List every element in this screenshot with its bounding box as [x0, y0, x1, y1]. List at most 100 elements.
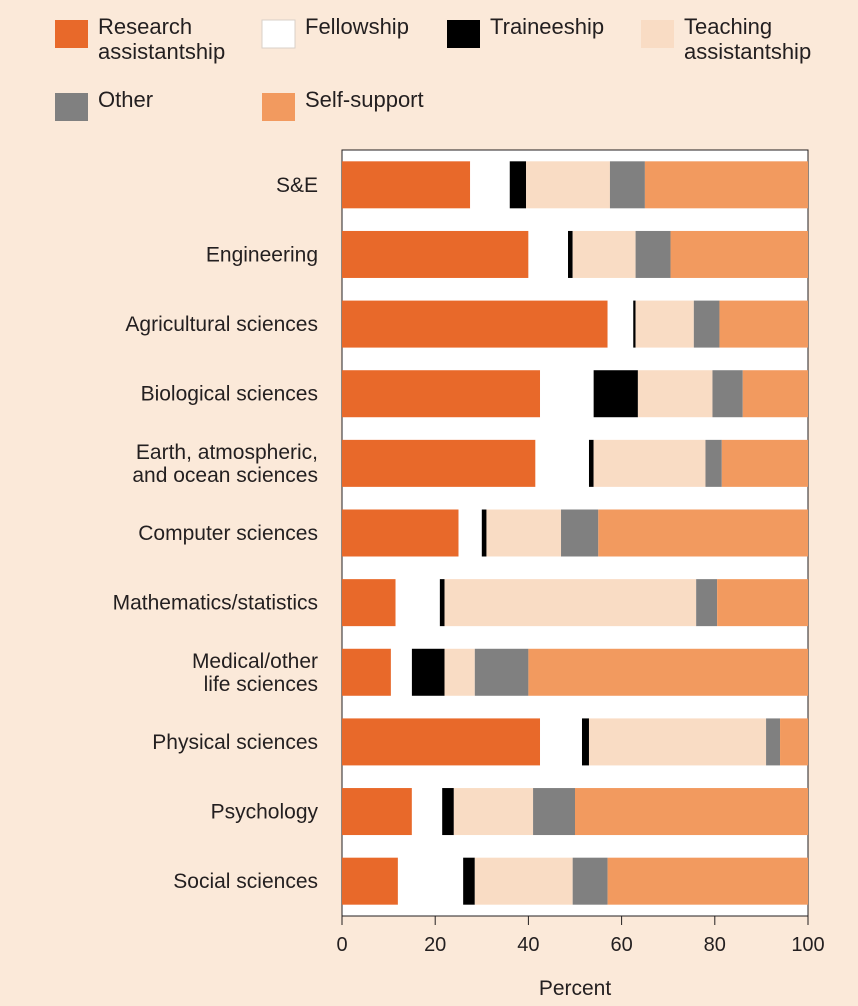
- bar-group-psychology: [342, 788, 808, 836]
- bar-research-assistantship-earth-atmospheric-and-ocean-sciences: [342, 439, 536, 487]
- bar-group-mathematics-statistics: [342, 579, 808, 627]
- bar-fellowship-s-e: [470, 161, 510, 209]
- x-tick-label-20: 20: [424, 934, 446, 956]
- bar-self-support-s-e: [644, 161, 808, 209]
- bar-fellowship-psychology: [411, 788, 443, 836]
- legend-label-teaching-assistantship: Teaching assistantship: [684, 14, 811, 64]
- bar-self-support-mathematics-statistics: [717, 579, 808, 627]
- bar-group-biological-sciences: [342, 370, 808, 418]
- bar-group-medical-other-life-sciences: [342, 648, 808, 696]
- bar-research-assistantship-biological-sciences: [342, 370, 541, 418]
- bar-research-assistantship-mathematics-statistics: [342, 579, 396, 627]
- bar-other-computer-sciences: [561, 509, 599, 557]
- bar-group-agricultural-sciences: [342, 300, 808, 348]
- legend-swatch-other: [55, 93, 88, 121]
- bar-self-support-psychology: [575, 788, 808, 836]
- bar-other-psychology: [533, 788, 575, 836]
- bar-traineeship-computer-sciences: [481, 509, 487, 557]
- bar-fellowship-mathematics-statistics: [395, 579, 440, 627]
- category-label-medical-other-life-sciences: Medical/other life sciences: [192, 650, 318, 696]
- bar-teaching-assistantship-physical-sciences: [588, 718, 767, 766]
- legend: Research assistantship Fellowship Traineesh…: [55, 14, 811, 121]
- bar-self-support-earth-atmospheric-and-ocean-sciences: [721, 439, 808, 487]
- bar-teaching-assistantship-medical-other-life-sciences: [444, 648, 475, 696]
- category-label-earth-atmospheric-and-ocean-sciences: Earth, atmospheric, and ocean sciences: [132, 441, 318, 487]
- bar-fellowship-biological-sciences: [540, 370, 594, 418]
- category-label-physical-sciences: Physical sciences: [152, 731, 318, 754]
- bar-self-support-agricultural-sciences: [719, 300, 808, 348]
- bar-research-assistantship-computer-sciences: [342, 509, 459, 557]
- x-tick-label-40: 40: [517, 934, 539, 956]
- bar-other-s-e: [609, 161, 645, 209]
- legend-swatch-self-support: [262, 93, 295, 121]
- bar-research-assistantship-medical-other-life-sciences: [342, 648, 391, 696]
- bar-teaching-assistantship-psychology: [453, 788, 534, 836]
- legend-label-other: Other: [98, 87, 153, 112]
- category-label-engineering: Engineering: [206, 243, 318, 266]
- category-label-computer-sciences: Computer sciences: [138, 522, 318, 545]
- bar-traineeship-earth-atmospheric-and-ocean-sciences: [588, 439, 594, 487]
- category-label-social-sciences: Social sciences: [173, 870, 318, 893]
- plot-area: [341, 149, 809, 917]
- bar-teaching-assistantship-computer-sciences: [486, 509, 562, 557]
- bar-teaching-assistantship-engineering: [572, 230, 636, 278]
- bar-other-medical-other-life-sciences: [474, 648, 529, 696]
- bar-other-social-sciences: [572, 857, 608, 905]
- legend-label-self-support: Self-support: [305, 87, 424, 112]
- bar-group-engineering: [342, 230, 808, 278]
- category-label-biological-sciences: Biological sciences: [141, 383, 318, 406]
- bar-other-earth-atmospheric-and-ocean-sciences: [705, 439, 722, 487]
- legend-item-fellowship: Fellowship: [261, 14, 409, 49]
- legend-item-other: Other: [55, 87, 153, 121]
- bar-self-support-biological-sciences: [742, 370, 808, 418]
- bar-group-physical-sciences: [342, 718, 808, 766]
- x-tick-label-60: 60: [610, 934, 632, 956]
- bar-teaching-assistantship-agricultural-sciences: [635, 300, 694, 348]
- legend-item-traineeship: Traineeship: [447, 14, 604, 48]
- legend-item-teaching-assistantship: Teaching assistantship: [641, 14, 811, 64]
- bar-group-social-sciences: [342, 857, 808, 905]
- legend-item-research-assistantship: Research assistantship: [55, 14, 225, 64]
- bar-research-assistantship-physical-sciences: [342, 718, 541, 766]
- bar-traineeship-medical-other-life-sciences: [411, 648, 445, 696]
- bar-other-physical-sciences: [766, 718, 781, 766]
- bar-fellowship-agricultural-sciences: [607, 300, 634, 348]
- category-label-mathematics-statistics: Mathematics/statistics: [113, 592, 318, 615]
- bar-fellowship-computer-sciences: [458, 509, 482, 557]
- bar-research-assistantship-s-e: [342, 161, 471, 209]
- bar-other-agricultural-sciences: [693, 300, 720, 348]
- x-tick-label-100: 100: [791, 934, 824, 956]
- bar-traineeship-biological-sciences: [593, 370, 638, 418]
- bar-self-support-computer-sciences: [598, 509, 808, 557]
- legend-item-self-support: Self-support: [262, 87, 424, 121]
- category-labels: S&E Engineering Agricultural sciences Biolo…: [113, 174, 319, 893]
- bar-teaching-assistantship-earth-atmospheric-and-ocean-sciences: [593, 439, 706, 487]
- bar-traineeship-psychology: [442, 788, 454, 836]
- bar-teaching-assistantship-mathematics-statistics: [444, 579, 697, 627]
- bar-traineeship-social-sciences: [463, 857, 475, 905]
- bar-traineeship-engineering: [568, 230, 573, 278]
- category-label-psychology: Psychology: [211, 801, 319, 824]
- bar-research-assistantship-engineering: [342, 230, 529, 278]
- bar-self-support-physical-sciences: [780, 718, 808, 766]
- bar-research-assistantship-social-sciences: [342, 857, 398, 905]
- bar-fellowship-physical-sciences: [540, 718, 582, 766]
- bar-traineeship-mathematics-statistics: [439, 579, 445, 627]
- legend-swatch-fellowship: [261, 19, 296, 49]
- bar-other-biological-sciences: [712, 370, 743, 418]
- bar-fellowship-medical-other-life-sciences: [390, 648, 412, 696]
- legend-label-traineeship: Traineeship: [490, 14, 604, 39]
- x-tick-label-80: 80: [704, 934, 726, 956]
- legend-label-fellowship: Fellowship: [305, 14, 409, 39]
- category-label-agricultural-sciences: Agricultural sciences: [125, 313, 318, 336]
- category-label-s-e: S&E: [276, 174, 318, 197]
- legend-swatch-traineeship: [447, 20, 480, 48]
- bar-other-mathematics-statistics: [696, 579, 718, 627]
- bar-fellowship-engineering: [528, 230, 569, 278]
- bar-group-computer-sciences: [342, 509, 808, 557]
- bar-teaching-assistantship-social-sciences: [474, 857, 573, 905]
- x-tick-label-0: 0: [336, 934, 347, 956]
- bar-traineeship-physical-sciences: [581, 718, 589, 766]
- bar-research-assistantship-agricultural-sciences: [342, 300, 608, 348]
